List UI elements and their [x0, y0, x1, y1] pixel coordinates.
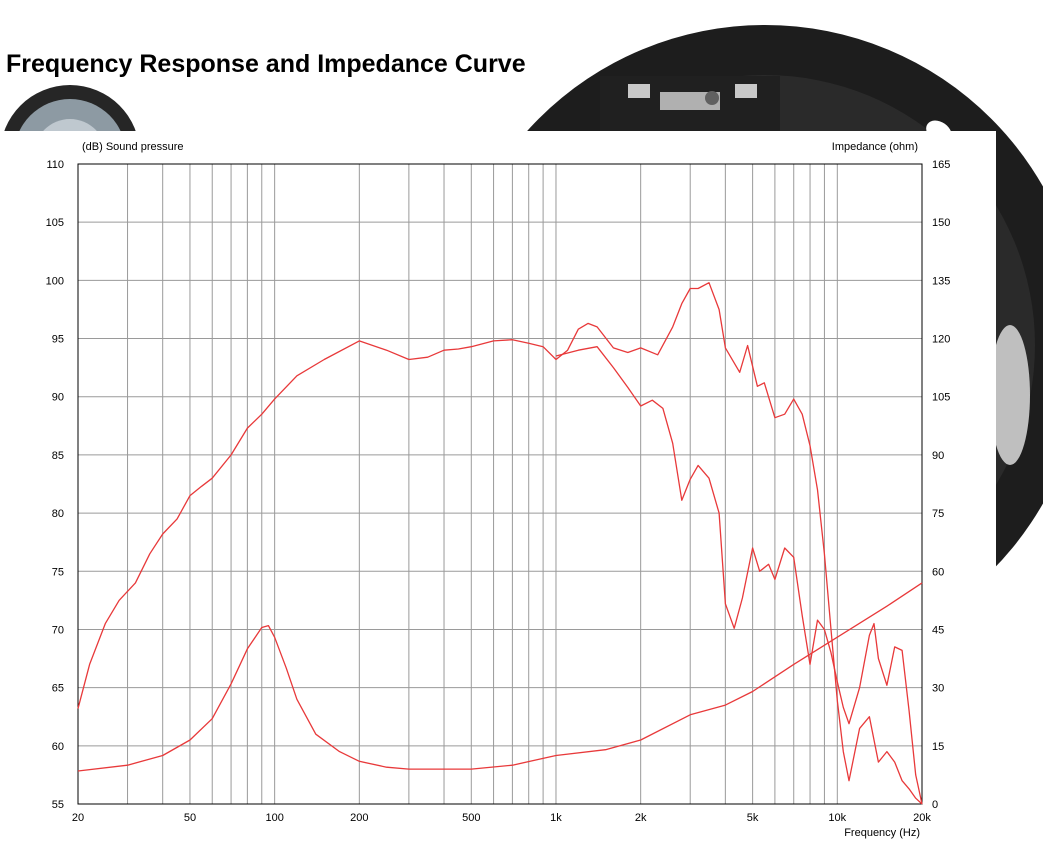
- y-tick-label: 65: [52, 683, 64, 695]
- y-tick-label: 100: [46, 275, 64, 287]
- axis-ticks: 1101051009590858075706560551651501351201…: [46, 159, 951, 824]
- series-line-1: [77, 282, 923, 805]
- x-tick-label: 5k: [747, 812, 759, 824]
- chart-series: [77, 282, 923, 805]
- y-tick-label: 70: [52, 624, 64, 636]
- x-axis-label: Frequency (Hz): [844, 827, 920, 839]
- y-tick-label: 75: [52, 566, 64, 578]
- y-tick-label: 110: [46, 159, 64, 171]
- y2-tick-label: 165: [932, 159, 950, 171]
- x-tick-label: 100: [265, 812, 283, 824]
- x-tick-label: 500: [462, 812, 480, 824]
- y2-tick-label: 105: [932, 392, 950, 404]
- x-tick-label: 2k: [635, 812, 647, 824]
- y-axis-label: (dB) Sound pressure: [82, 141, 184, 153]
- x-tick-label: 20k: [913, 812, 931, 824]
- y2-tick-label: 0: [932, 799, 938, 811]
- x-tick-label: 1k: [550, 812, 562, 824]
- chart-grid: [78, 163, 922, 805]
- y2-axis-label: Impedance (ohm): [832, 141, 918, 153]
- y2-tick-label: 15: [932, 741, 944, 753]
- y2-tick-label: 90: [932, 450, 944, 462]
- y2-tick-label: 120: [932, 334, 950, 346]
- x-tick-label: 20: [72, 812, 84, 824]
- y-tick-label: 85: [52, 450, 64, 462]
- series-line-3: [77, 582, 923, 772]
- y-tick-label: 90: [52, 392, 64, 404]
- x-tick-label: 10k: [828, 812, 846, 824]
- chart-panel: [0, 131, 996, 843]
- y-tick-label: 105: [46, 217, 64, 229]
- y-tick-label: 95: [52, 334, 64, 346]
- y-tick-label: 60: [52, 741, 64, 753]
- x-tick-label: 200: [350, 812, 368, 824]
- y2-tick-label: 30: [932, 683, 944, 695]
- y-tick-label: 55: [52, 799, 64, 811]
- y2-tick-label: 60: [932, 566, 944, 578]
- x-tick-label: 50: [184, 812, 196, 824]
- series-line-2: [555, 346, 923, 805]
- y2-tick-label: 45: [932, 624, 944, 636]
- y-tick-label: 80: [52, 508, 64, 520]
- y2-tick-label: 150: [932, 217, 950, 229]
- y2-tick-label: 135: [932, 275, 950, 287]
- page-title: Frequency Response and Impedance Curve: [6, 50, 526, 78]
- y2-tick-label: 75: [932, 508, 944, 520]
- plot-frame: [77, 163, 923, 805]
